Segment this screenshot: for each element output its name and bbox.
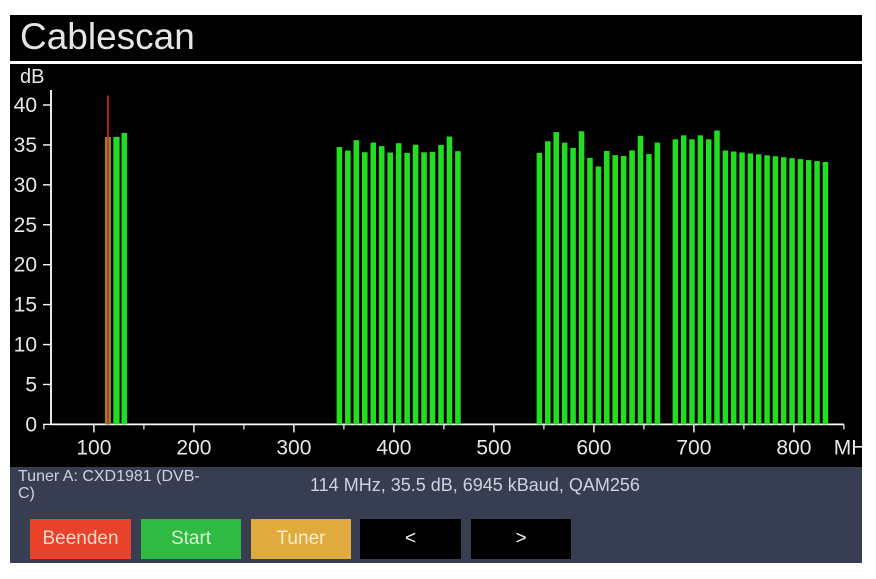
svg-text:20: 20 bbox=[14, 254, 37, 277]
svg-text:600: 600 bbox=[576, 436, 611, 459]
svg-text:10: 10 bbox=[14, 334, 37, 357]
svg-text:30: 30 bbox=[14, 174, 37, 197]
svg-text:800: 800 bbox=[776, 436, 811, 459]
svg-text:15: 15 bbox=[14, 294, 37, 317]
svg-text:200: 200 bbox=[176, 436, 211, 459]
svg-text:35: 35 bbox=[14, 134, 37, 157]
svg-text:400: 400 bbox=[376, 436, 411, 459]
svg-text:500: 500 bbox=[476, 436, 511, 459]
svg-text:25: 25 bbox=[14, 214, 37, 237]
svg-text:300: 300 bbox=[276, 436, 311, 459]
svg-text:0: 0 bbox=[25, 413, 37, 436]
svg-text:40: 40 bbox=[14, 94, 37, 117]
svg-text:100: 100 bbox=[76, 436, 111, 459]
svg-text:700: 700 bbox=[676, 436, 711, 459]
svg-text:5: 5 bbox=[25, 373, 37, 396]
svg-text:MH: MH bbox=[834, 436, 862, 459]
